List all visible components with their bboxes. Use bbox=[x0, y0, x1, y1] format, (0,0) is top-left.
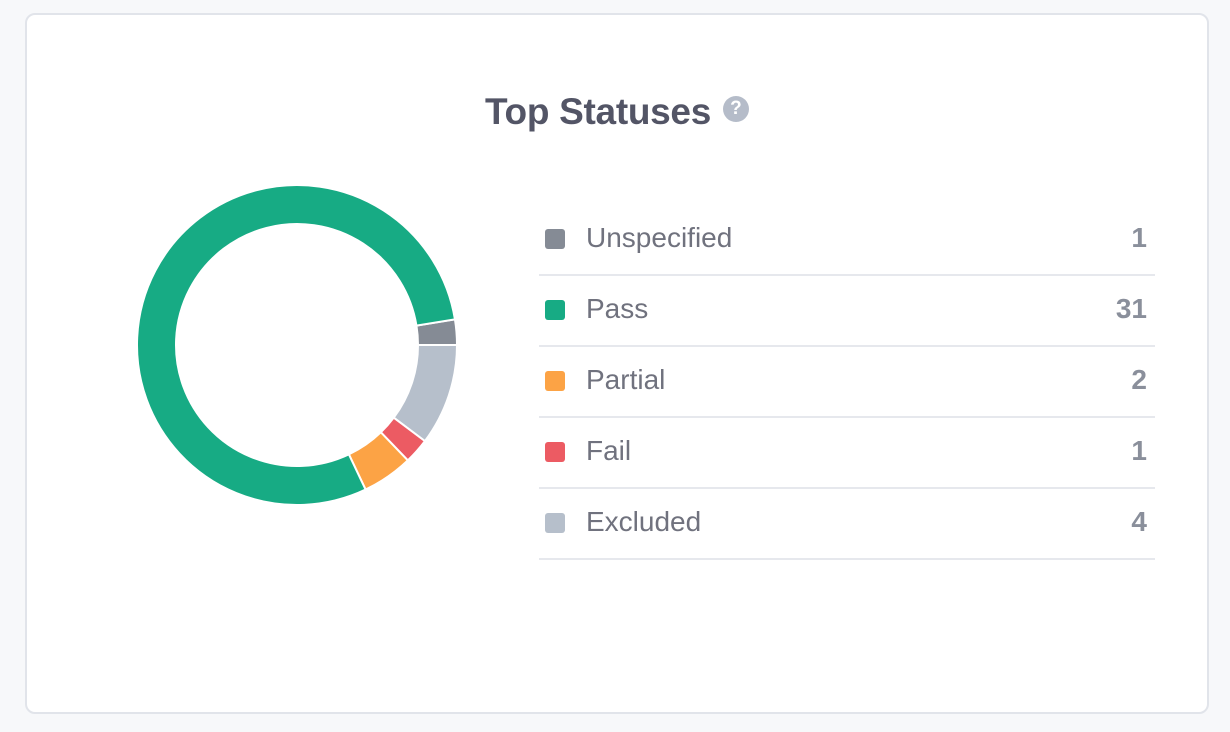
top-statuses-card: Top Statuses? Unspecified 1 Pass 31 Part… bbox=[25, 13, 1209, 714]
status-donut-chart bbox=[136, 184, 459, 506]
legend-item-fail[interactable]: Fail 1 bbox=[539, 418, 1155, 489]
status-legend: Unspecified 1 Pass 31 Partial 2 Fail 1 E… bbox=[539, 205, 1155, 560]
unspecified-swatch-icon bbox=[545, 229, 565, 249]
legend-item-partial[interactable]: Partial 2 bbox=[539, 347, 1155, 418]
legend-item-pass[interactable]: Pass 31 bbox=[539, 276, 1155, 347]
legend-count: 4 bbox=[1131, 506, 1147, 537]
question-circle-icon[interactable]: ? bbox=[722, 96, 749, 122]
legend-item-unspecified[interactable]: Unspecified 1 bbox=[539, 205, 1155, 276]
pass-swatch-icon bbox=[545, 300, 565, 320]
legend-count: 31 bbox=[1115, 293, 1147, 324]
legend-count: 1 bbox=[1131, 435, 1147, 466]
excluded-swatch-icon bbox=[545, 513, 565, 533]
partial-swatch-icon bbox=[545, 371, 565, 391]
legend-count: 2 bbox=[1131, 364, 1147, 395]
legend-label: Excluded bbox=[586, 506, 702, 537]
card-title: Top Statuses bbox=[485, 91, 711, 132]
legend-count: 1 bbox=[1131, 222, 1147, 253]
legend-item-excluded[interactable]: Excluded 4 bbox=[539, 489, 1155, 560]
legend-label: Fail bbox=[586, 435, 632, 466]
legend-label: Pass bbox=[586, 293, 649, 324]
legend-label: Partial bbox=[586, 364, 666, 395]
card-header: Top Statuses? bbox=[27, 91, 1207, 139]
donut-slice-pass[interactable] bbox=[136, 184, 457, 506]
legend-label: Unspecified bbox=[586, 222, 733, 253]
fail-swatch-icon bbox=[545, 442, 565, 462]
